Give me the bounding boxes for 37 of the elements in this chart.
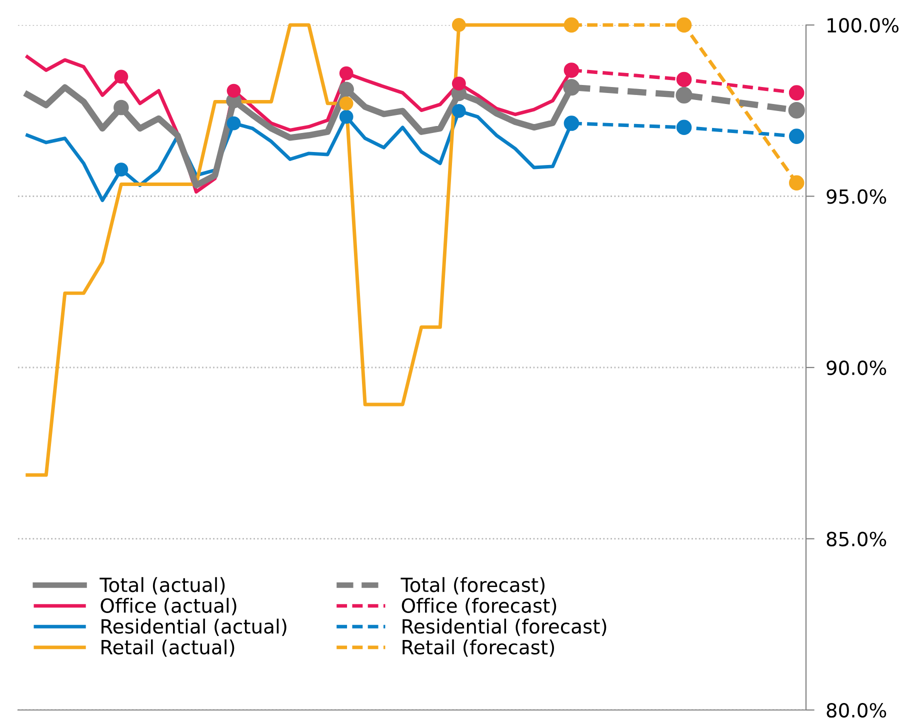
legend-label: Office (forecast) xyxy=(402,598,556,616)
point xyxy=(339,110,354,124)
point xyxy=(564,62,580,78)
point xyxy=(564,116,580,131)
y-tick-label: 85.0% xyxy=(826,532,886,546)
point xyxy=(788,175,804,191)
point xyxy=(788,102,805,119)
point xyxy=(788,85,804,100)
legend-label: Retail (forecast) xyxy=(402,639,554,657)
point xyxy=(338,82,354,98)
point xyxy=(114,100,129,116)
point xyxy=(339,66,354,80)
point xyxy=(564,17,580,33)
point xyxy=(339,96,354,110)
point xyxy=(676,17,692,33)
legend-label: Total (forecast) xyxy=(400,577,544,594)
point xyxy=(226,84,241,98)
point xyxy=(114,70,128,84)
point xyxy=(452,76,466,91)
point xyxy=(452,104,466,118)
point xyxy=(226,116,241,130)
point xyxy=(563,79,580,96)
point xyxy=(676,120,692,136)
y-tick-label: 95.0% xyxy=(826,189,886,204)
legend-label: Residential (actual) xyxy=(102,618,286,636)
legend-label: Office (actual) xyxy=(100,598,236,616)
y-tick-label: 80.0% xyxy=(826,702,886,718)
point xyxy=(676,86,692,104)
point xyxy=(114,162,128,176)
y-tick-label: 90.0% xyxy=(826,360,886,376)
legend-label: Total (actual) xyxy=(100,577,225,594)
legend-label: Retail (actual) xyxy=(102,639,234,657)
point xyxy=(452,18,466,32)
point xyxy=(676,72,692,88)
point xyxy=(788,128,804,144)
y-tick-label: 100.0% xyxy=(828,18,899,33)
legend-label: Residential (forecast) xyxy=(402,618,606,636)
